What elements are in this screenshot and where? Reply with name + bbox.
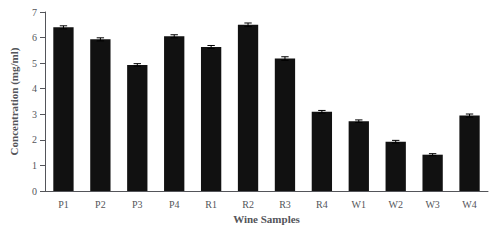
svg-text:W2: W2 xyxy=(388,199,402,210)
svg-text:1: 1 xyxy=(32,160,37,171)
svg-text:3: 3 xyxy=(32,109,37,120)
svg-text:P4: P4 xyxy=(169,199,180,210)
svg-text:Concentration (mg/ml): Concentration (mg/ml) xyxy=(8,47,21,155)
svg-text:R4: R4 xyxy=(316,199,328,210)
svg-text:W4: W4 xyxy=(462,199,476,210)
svg-text:R3: R3 xyxy=(279,199,291,210)
svg-text:2: 2 xyxy=(32,134,37,145)
svg-text:0: 0 xyxy=(32,186,37,197)
svg-text:R2: R2 xyxy=(242,199,254,210)
svg-text:5: 5 xyxy=(32,58,37,69)
svg-text:P3: P3 xyxy=(132,199,143,210)
svg-text:6: 6 xyxy=(32,32,37,43)
svg-text:4: 4 xyxy=(32,83,37,94)
svg-text:R1: R1 xyxy=(205,199,217,210)
svg-text:P2: P2 xyxy=(95,199,106,210)
svg-text:P1: P1 xyxy=(58,199,69,210)
svg-text:W1: W1 xyxy=(352,199,366,210)
svg-text:W3: W3 xyxy=(425,199,439,210)
svg-text:7: 7 xyxy=(32,7,37,18)
svg-text:Wine Samples: Wine Samples xyxy=(233,213,300,225)
